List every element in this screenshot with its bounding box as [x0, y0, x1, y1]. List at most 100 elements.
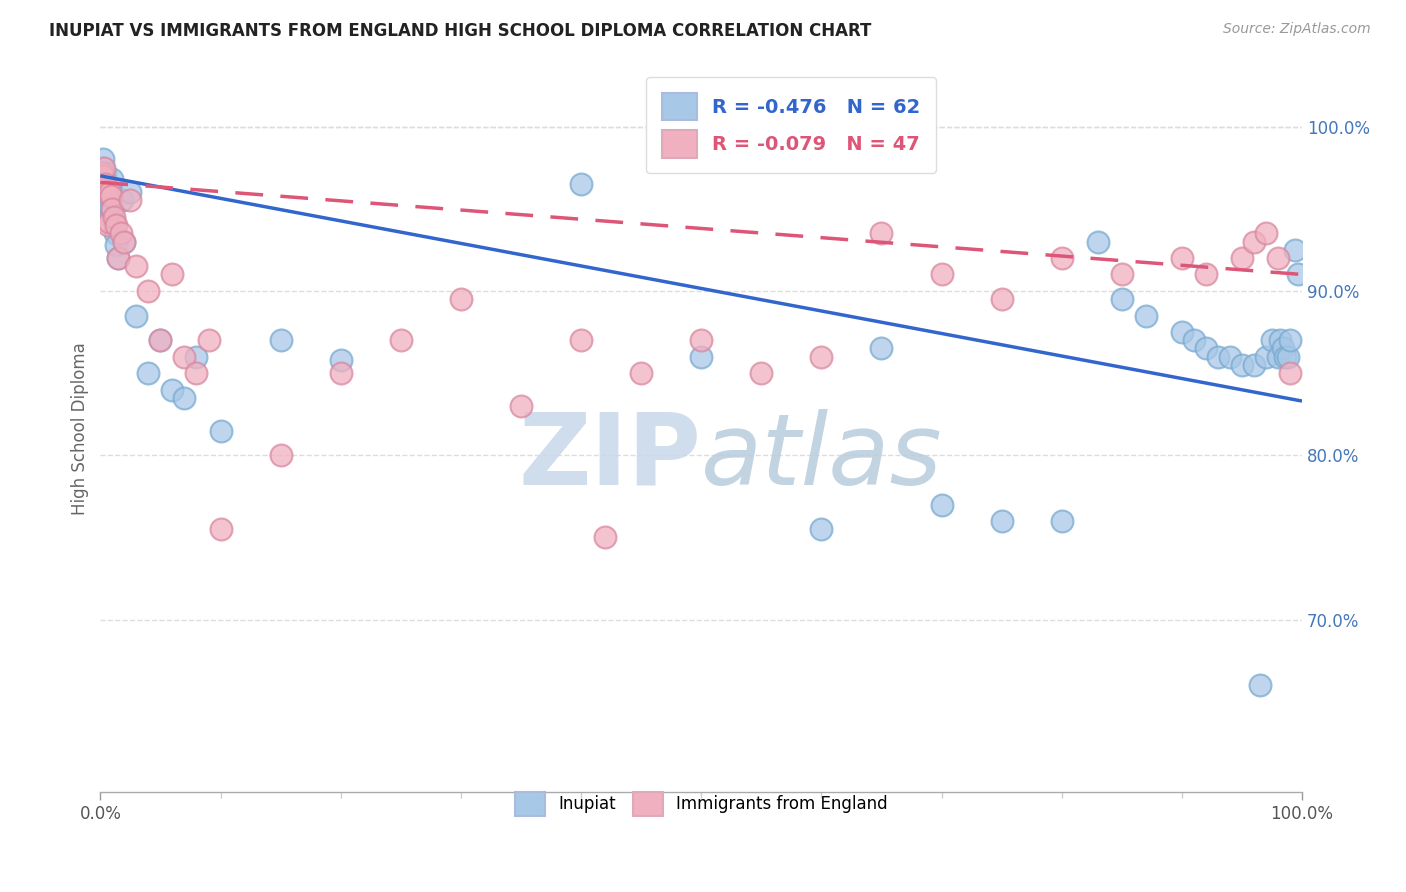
Point — [1219, 350, 1241, 364]
Point — [104, 218, 127, 232]
Point — [1050, 251, 1073, 265]
Text: Source: ZipAtlas.com: Source: ZipAtlas.com — [1223, 22, 1371, 37]
Point — [98, 192, 121, 206]
Point — [91, 169, 114, 183]
Point — [90, 165, 112, 179]
Point — [1249, 678, 1271, 692]
Point — [1288, 268, 1310, 282]
Point — [1195, 342, 1218, 356]
Text: INUPIAT VS IMMIGRANTS FROM ENGLAND HIGH SCHOOL DIPLOMA CORRELATION CHART: INUPIAT VS IMMIGRANTS FROM ENGLAND HIGH … — [49, 22, 872, 40]
Point — [94, 165, 117, 179]
Point — [990, 514, 1012, 528]
Point — [569, 333, 592, 347]
Point — [91, 161, 114, 175]
Point — [94, 177, 117, 191]
Point — [810, 350, 832, 364]
Point — [98, 210, 121, 224]
Point — [1182, 333, 1205, 347]
Point — [162, 383, 184, 397]
Point — [1267, 251, 1289, 265]
Point — [111, 194, 134, 208]
Point — [1135, 309, 1157, 323]
Point — [173, 391, 195, 405]
Point — [1087, 235, 1109, 249]
Point — [120, 194, 142, 208]
Point — [101, 172, 124, 186]
Point — [125, 309, 148, 323]
Point — [110, 227, 132, 241]
Point — [149, 333, 172, 347]
Point — [138, 284, 160, 298]
Point — [97, 215, 120, 229]
Point — [1261, 333, 1284, 347]
Point — [329, 366, 352, 380]
Point — [94, 172, 117, 186]
Point — [96, 186, 118, 200]
Point — [1274, 350, 1296, 364]
Point — [1171, 325, 1194, 339]
Point — [1279, 366, 1302, 380]
Point — [1277, 350, 1299, 364]
Point — [120, 186, 142, 200]
Point — [1270, 333, 1292, 347]
Point — [100, 188, 122, 202]
Point — [1271, 342, 1294, 356]
Point — [97, 198, 120, 212]
Point — [1243, 235, 1265, 249]
Point — [96, 194, 118, 208]
Point — [107, 251, 129, 265]
Point — [1111, 292, 1133, 306]
Point — [593, 531, 616, 545]
Point — [97, 182, 120, 196]
Point — [270, 448, 292, 462]
Point — [100, 180, 122, 194]
Point — [186, 350, 208, 364]
Point — [1254, 350, 1277, 364]
Point — [690, 333, 713, 347]
Point — [1230, 358, 1253, 372]
Point — [112, 235, 135, 249]
Point — [1284, 243, 1306, 257]
Point — [93, 161, 115, 175]
Legend: Inupiat, Immigrants from England: Inupiat, Immigrants from England — [506, 784, 896, 824]
Point — [931, 498, 953, 512]
Point — [138, 366, 160, 380]
Point — [197, 333, 219, 347]
Point — [209, 424, 232, 438]
Point — [103, 215, 125, 229]
Point — [690, 350, 713, 364]
Point — [931, 268, 953, 282]
Point — [510, 399, 533, 413]
Point — [112, 235, 135, 249]
Point — [1195, 268, 1218, 282]
Point — [97, 218, 120, 232]
Point — [209, 522, 232, 536]
Y-axis label: High School Diploma: High School Diploma — [72, 342, 89, 515]
Point — [98, 186, 121, 200]
Point — [97, 205, 120, 219]
Point — [107, 251, 129, 265]
Point — [162, 268, 184, 282]
Point — [91, 153, 114, 167]
Point — [96, 186, 118, 200]
Point — [103, 210, 125, 224]
Point — [1206, 350, 1229, 364]
Point — [990, 292, 1012, 306]
Point — [329, 353, 352, 368]
Point — [149, 333, 172, 347]
Point — [104, 227, 127, 241]
Point — [1267, 350, 1289, 364]
Point — [97, 188, 120, 202]
Point — [173, 350, 195, 364]
Point — [1230, 251, 1253, 265]
Point — [870, 342, 893, 356]
Point — [90, 169, 112, 183]
Point — [101, 202, 124, 216]
Point — [810, 522, 832, 536]
Point — [101, 202, 124, 216]
Point — [630, 366, 652, 380]
Point — [186, 366, 208, 380]
Point — [104, 238, 127, 252]
Point — [1111, 268, 1133, 282]
Text: atlas: atlas — [702, 409, 943, 506]
